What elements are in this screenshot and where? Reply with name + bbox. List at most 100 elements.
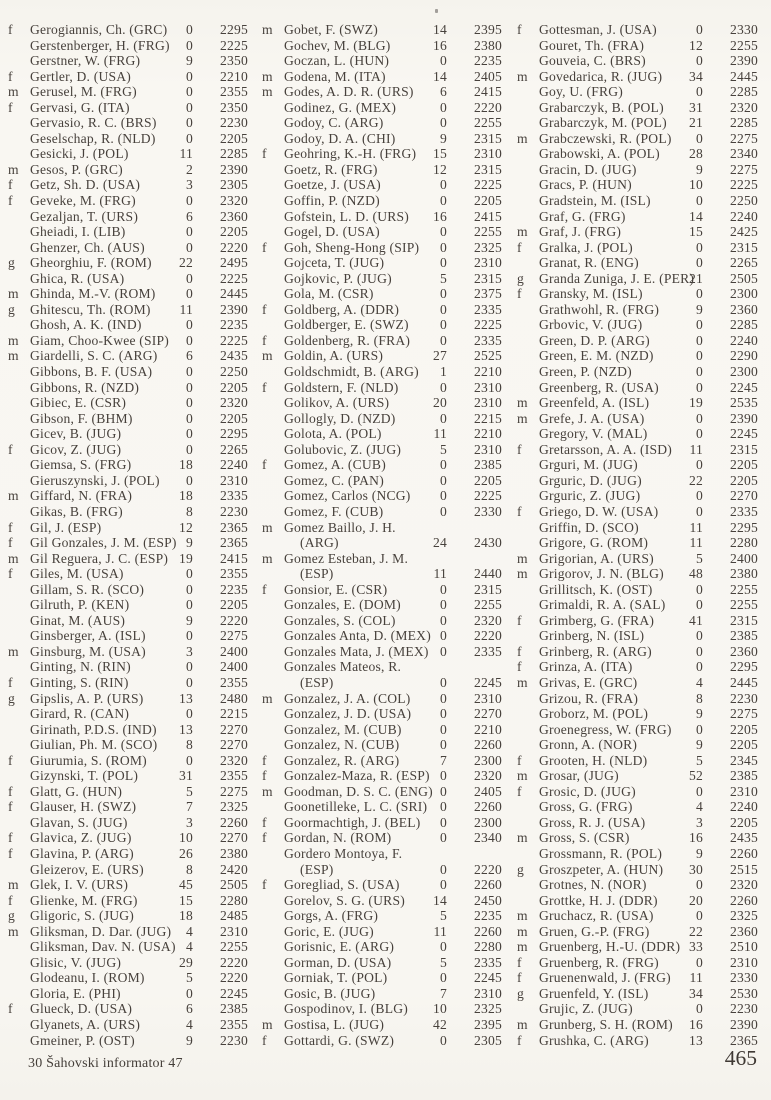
games-count: 0 <box>440 115 447 131</box>
rating-row: m Glek, I. V. (URS) 45 2505 <box>8 877 248 893</box>
player-name: Gibbons, R. (NZD) <box>30 379 140 395</box>
rating-row: f Grosic, D. (JUG) 0 2310 <box>517 784 758 800</box>
player-name: Gross, G. (FRG) <box>539 799 633 815</box>
rating-value: 2310 <box>730 954 758 970</box>
games-count: 5 <box>696 550 703 566</box>
games-count: 0 <box>440 861 447 877</box>
games-count: 5 <box>440 954 447 970</box>
rating-value: 2240 <box>220 457 248 473</box>
title-letter: m <box>8 877 19 893</box>
rating-value: 2275 <box>220 628 248 644</box>
games-count: 20 <box>433 395 447 411</box>
rating-value: 2320 <box>474 768 502 784</box>
player-name: Ginsberger, A. (ISL) <box>30 628 146 644</box>
rating-row: Ghenzer, Ch. (AUS) 0 2220 <box>8 240 248 256</box>
rating-row: Gollogly, D. (NZD) 0 2215 <box>262 411 502 427</box>
title-letter: f <box>517 612 522 628</box>
player-name: Gomez Baillo, J. H. <box>284 519 396 535</box>
games-count: 11 <box>433 923 447 939</box>
rating-row: Grigore, G. (ROM) 11 2280 <box>517 535 758 551</box>
rating-row: f Grushka, C. (ARG) 13 2365 <box>517 1033 758 1049</box>
title-letter: f <box>8 799 13 815</box>
title-letter: f <box>8 674 13 690</box>
player-name: Gronn, A. (NOR) <box>539 737 638 753</box>
player-name: Grguric, Z. (JUG) <box>539 488 641 504</box>
player-name: Gil Gonzales, J. M. (ESP) <box>30 535 177 551</box>
games-count: 0 <box>696 22 703 37</box>
rating-value: 2280 <box>220 892 248 908</box>
player-name: Gonzalez, J. D. (USA) <box>284 706 412 722</box>
games-count: 18 <box>179 488 193 504</box>
rating-row: m Giam, Choo-Kwee (SIP) 0 2225 <box>8 333 248 349</box>
games-count: 0 <box>440 783 447 799</box>
games-count: 0 <box>186 317 193 333</box>
player-name: Gorelov, S. G. (URS) <box>284 892 405 908</box>
title-letter: f <box>8 752 13 768</box>
rating-value: 2360 <box>730 301 758 317</box>
rating-row: f Goh, Sheng-Hong (SIP) 0 2325 <box>262 240 502 256</box>
games-count: 16 <box>433 37 447 53</box>
rating-value: 2235 <box>220 317 248 333</box>
rating-row: Gheiadi, I. (LIB) 0 2205 <box>8 224 248 240</box>
rating-value: 2295 <box>220 22 248 37</box>
games-count: 0 <box>440 643 447 659</box>
player-name: Grefe, J. A. (USA) <box>539 410 645 426</box>
player-name: Goh, Sheng-Hong (SIP) <box>284 239 420 255</box>
rating-value: 2245 <box>220 985 248 1001</box>
rating-value: 2380 <box>220 845 248 861</box>
rating-value: 2255 <box>474 597 502 613</box>
player-name: Grillitsch, K. (OST) <box>539 581 653 597</box>
games-count: 42 <box>433 1017 447 1032</box>
games-count: 9 <box>440 130 447 146</box>
rating-row: Godoy, C. (ARG) 0 2255 <box>262 115 502 131</box>
player-name: Gloria, E. (PHI) <box>30 985 121 1001</box>
rating-value: 2245 <box>474 674 502 690</box>
rating-value: 2275 <box>730 706 758 722</box>
rating-row: m Gil Reguera, J. C. (ESP) 19 2415 <box>8 551 248 567</box>
rating-row: Grabowski, A. (POL) 28 2340 <box>517 146 758 162</box>
player-name: Gruenberg, H.-U. (DDR) <box>539 939 681 955</box>
games-count: 16 <box>689 830 703 846</box>
games-count: 0 <box>440 286 447 302</box>
rating-row: Gorniak, T. (POL) 0 2245 <box>262 970 502 986</box>
games-count: 0 <box>440 379 447 395</box>
player-name: Giulian, Ph. M. (SCO) <box>30 737 158 753</box>
rating-value: 2330 <box>730 970 758 986</box>
games-count: 6 <box>186 1001 193 1017</box>
rating-row: Gouret, Th. (FRA) 12 2255 <box>517 38 758 54</box>
rating-row: Gordero Montoya, F. <box>262 846 502 862</box>
scan-speck <box>435 9 438 13</box>
title-letter: m <box>8 348 19 364</box>
player-name: Gertler, D. (USA) <box>30 68 132 84</box>
player-name: Gonzales, E. (DOM) <box>284 597 401 613</box>
rating-value: 2275 <box>220 783 248 799</box>
games-count: 0 <box>696 53 703 69</box>
rating-row: Gezaljan, T. (URS) 6 2360 <box>8 209 248 225</box>
games-count: 6 <box>440 84 447 100</box>
games-count: 0 <box>186 659 193 675</box>
player-name: Gliksman, D. Dar. (JUG) <box>30 923 172 939</box>
rating-value: 2205 <box>730 457 758 473</box>
rating-value: 2210 <box>474 364 502 380</box>
rating-row: f Gomez, A. (CUB) 0 2385 <box>262 457 502 473</box>
games-count: 34 <box>689 985 703 1001</box>
rating-value: 2240 <box>730 208 758 224</box>
rating-value: 2335 <box>474 301 502 317</box>
games-count: 7 <box>440 752 447 768</box>
rating-value: 2385 <box>220 1001 248 1017</box>
games-count: 21 <box>689 270 703 286</box>
rating-row: m Godes, A. D. R. (URS) 6 2415 <box>262 84 502 100</box>
rating-row: m Gomez Baillo, J. H. <box>262 520 502 536</box>
rating-row: Goetz, R. (FRG) 12 2315 <box>262 162 502 178</box>
player-name: Grabczewski, R. (POL) <box>539 130 672 146</box>
games-count: 11 <box>179 301 193 317</box>
rating-value: 2415 <box>220 550 248 566</box>
player-name: Geselschap, R. (NLD) <box>30 130 156 146</box>
rating-value: 2310 <box>220 923 248 939</box>
rating-row: Gesicki, J. (POL) 11 2285 <box>8 146 248 162</box>
player-name: Gomez, C. (PAN) <box>284 472 384 488</box>
rating-row: Gonzales Mata, J. (MEX) 0 2335 <box>262 644 502 660</box>
player-name: Gicev, B. (JUG) <box>30 426 122 442</box>
player-name: Gibbons, B. F. (USA) <box>30 364 153 380</box>
